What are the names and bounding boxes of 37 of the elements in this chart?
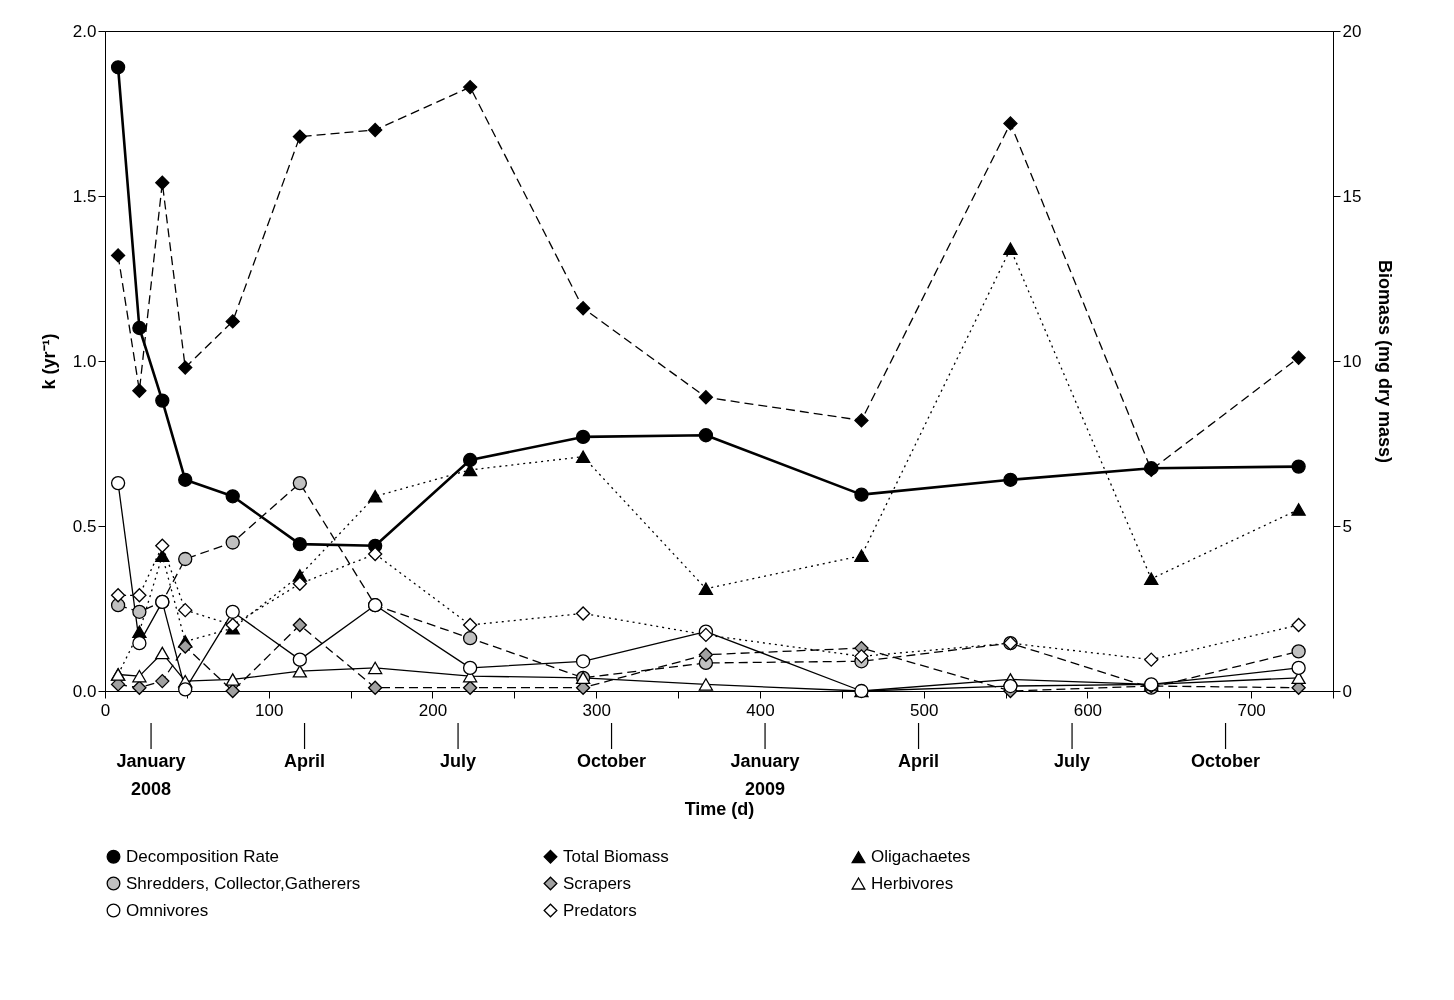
legend-label: Omnivores [126,900,209,920]
y-tick-label: 0.5 [72,516,97,536]
y2-tick-label: 15 [1342,186,1362,206]
legend-label: Scrapers [563,873,632,893]
legend-label: Herbivores [871,873,954,893]
y-axis-title: k (yr⁻¹) [38,333,59,390]
legend-label: Shredders, Collector,Gatherers [126,873,361,893]
text: July [440,751,477,771]
x-tick-label: 0 [100,700,111,720]
text: April [898,751,940,771]
text: April [284,751,326,771]
y-tick-label: 1.0 [72,351,97,371]
x-tick-label: 600 [1073,700,1103,720]
text: October [1191,751,1261,771]
legend-label: Oligachaetes [871,847,971,867]
y-tick-label: 1.5 [72,186,97,206]
y2-tick-label: 0 [1342,681,1352,701]
x-tick-label: 200 [418,700,448,720]
y-tick-label: 2.0 [72,21,97,41]
legend-label: Decomposition Rate [126,846,280,866]
text: January 2009 [730,751,800,799]
text: October [577,751,647,771]
x-tick-label: 700 [1237,700,1266,720]
text: January 2008 [116,751,186,799]
legend-label: Total Biomass [563,846,669,866]
x-tick-label: 100 [255,700,284,720]
y2-tick-label: 5 [1342,516,1352,536]
x-axis-title: Time (d) [684,798,755,819]
y-tick-label: 0.0 [72,681,97,701]
x-tick-label: 400 [746,700,775,720]
text: July [1054,751,1091,771]
y2-tick-label: 20 [1342,21,1362,41]
x-tick-label: 500 [909,700,939,720]
y2-tick-label: 10 [1342,351,1362,371]
legend-label: Predators [563,900,637,920]
y2-axis-title: Biomass (mg dry mass) [1375,259,1396,464]
x-tick-label: 300 [582,700,611,720]
